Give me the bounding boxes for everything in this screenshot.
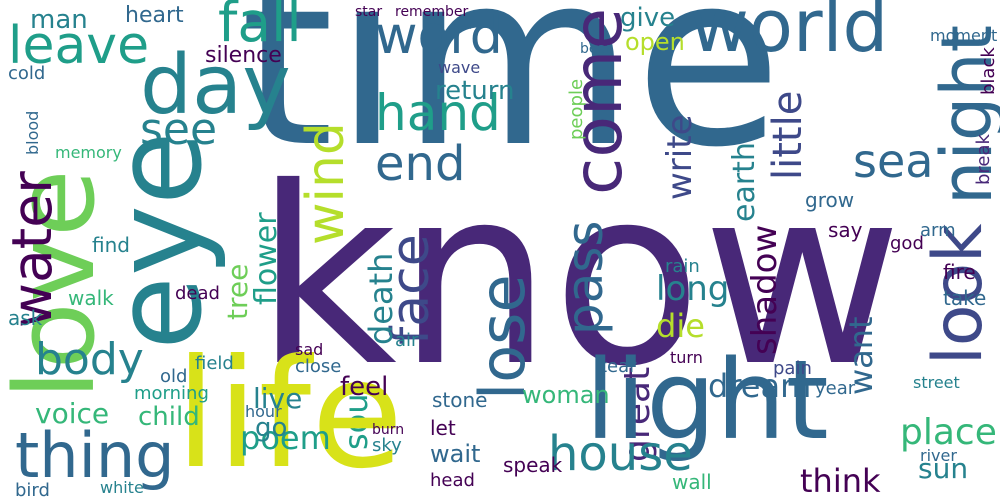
word-hand: hand xyxy=(375,84,501,142)
word-return: return xyxy=(435,76,515,106)
word-god: god xyxy=(890,233,924,254)
word-little: little xyxy=(765,90,811,180)
word-thing: thing xyxy=(15,419,175,492)
word-give: give xyxy=(620,3,676,33)
word-woman: woman xyxy=(522,381,610,409)
word-wind: wind xyxy=(296,122,356,245)
word-year: year xyxy=(815,378,856,399)
word-close: close xyxy=(295,356,342,377)
word-wait: wait xyxy=(430,440,481,468)
word-street: street xyxy=(913,373,960,392)
word-sea: sea xyxy=(853,134,934,188)
word-break: break xyxy=(973,134,994,185)
word-say: say xyxy=(828,218,863,242)
word-people: people xyxy=(566,78,587,140)
word-open: open xyxy=(625,28,685,56)
word-star: star xyxy=(355,4,383,20)
word-leave: leave xyxy=(8,16,150,76)
word-fall: fall xyxy=(218,0,302,54)
word-let: let xyxy=(430,416,456,440)
word-rain: rain xyxy=(665,256,700,277)
word-dead: dead xyxy=(175,283,220,304)
word-tear: tear xyxy=(600,356,637,377)
word-pass: pass xyxy=(556,220,614,335)
word-wave: wave xyxy=(438,58,481,77)
word-bear: bear xyxy=(580,41,612,57)
word-go: go xyxy=(255,413,288,443)
word-pain: pain xyxy=(773,358,812,379)
word-man: man xyxy=(30,5,88,35)
word-air: air xyxy=(395,330,419,351)
word-speak: speak xyxy=(503,453,563,477)
word-old: old xyxy=(160,366,188,387)
word-blood: blood xyxy=(23,110,42,155)
word-wall: wall xyxy=(672,470,712,494)
word-remember: remember xyxy=(395,4,469,20)
word-word: word xyxy=(375,6,503,66)
word-poem: poem xyxy=(240,419,331,457)
word-morning: morning xyxy=(134,383,209,404)
word-voice: voice xyxy=(35,397,110,430)
word-moment: moment xyxy=(930,26,998,45)
word-flower: flower xyxy=(249,212,284,305)
word-sun: sun xyxy=(918,452,969,485)
word-earth: earth xyxy=(727,142,762,222)
word-think: think xyxy=(800,462,881,500)
word-time: time xyxy=(240,0,783,200)
word-body: body xyxy=(35,334,144,385)
word-river: river xyxy=(920,446,957,465)
word-write: write xyxy=(660,114,700,200)
word-tree: tree xyxy=(221,263,254,320)
word-silence: silence xyxy=(205,43,282,68)
word-bird: bird xyxy=(15,480,50,500)
word-turn: turn xyxy=(670,348,703,367)
word-sad: sad xyxy=(295,340,324,359)
word-stone: stone xyxy=(432,388,488,412)
word-cold: cold xyxy=(8,63,46,84)
word-grow: grow xyxy=(805,188,855,212)
word-die: die xyxy=(656,307,705,345)
word-child: child xyxy=(138,402,200,432)
word-feel: feel xyxy=(340,372,389,402)
word-day: day xyxy=(140,38,291,133)
word-see: see xyxy=(140,104,218,155)
word-water: water xyxy=(0,171,64,328)
word-black: black xyxy=(978,47,999,95)
word-end: end xyxy=(375,136,466,192)
word-dream: dream xyxy=(708,367,812,405)
word-know: know xyxy=(255,135,903,420)
word-memory: memory xyxy=(55,143,122,162)
word-light: light xyxy=(585,336,829,464)
word-live: live xyxy=(253,382,303,415)
word-white: white xyxy=(100,478,144,497)
word-take: take xyxy=(943,286,987,310)
word-hour: hour xyxy=(245,402,282,421)
word-field: field xyxy=(195,353,234,374)
word-find: find xyxy=(92,233,130,257)
word-long: long xyxy=(656,269,730,309)
word-heart: heart xyxy=(125,3,184,28)
word-arm: arm xyxy=(920,220,956,241)
word-head: head xyxy=(430,470,475,491)
word-place: place xyxy=(900,412,997,453)
word-house: house xyxy=(548,426,693,482)
word-world: world xyxy=(690,0,889,68)
word-walk: walk xyxy=(68,286,114,310)
word-fire: fire xyxy=(943,260,976,284)
word-life: life xyxy=(175,328,404,500)
word-ask: ask xyxy=(8,306,43,330)
word-burn: burn xyxy=(372,422,405,438)
word-sky: sky xyxy=(372,435,402,456)
